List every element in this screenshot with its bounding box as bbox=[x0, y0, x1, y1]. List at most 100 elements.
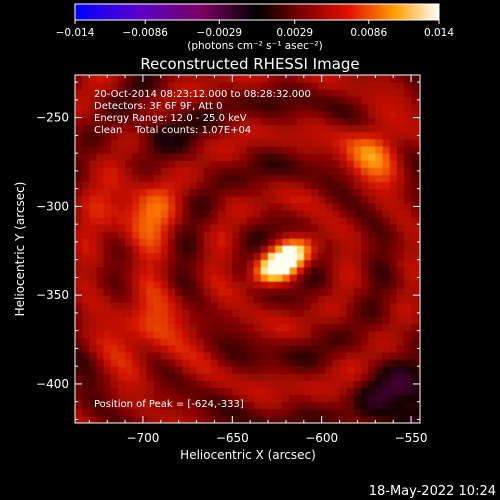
heatmap-cell bbox=[361, 181, 369, 190]
heatmap-cell bbox=[382, 366, 391, 374]
heatmap-cell bbox=[153, 103, 162, 112]
heatmap-cell bbox=[82, 266, 90, 275]
heatmap-cell bbox=[353, 280, 362, 289]
heatmap-cell bbox=[232, 124, 240, 133]
heatmap-cell bbox=[110, 181, 119, 190]
heatmap-cell bbox=[110, 316, 119, 325]
heatmap-cell bbox=[218, 146, 226, 154]
heatmap-cell bbox=[275, 146, 283, 154]
heatmap-cell bbox=[389, 89, 398, 97]
heatmap-cell bbox=[325, 359, 333, 367]
heatmap-cell bbox=[260, 160, 269, 168]
heatmap-cell bbox=[210, 337, 219, 346]
heatmap-cell bbox=[232, 266, 240, 275]
heatmap-cell bbox=[411, 209, 419, 218]
heatmap-cell bbox=[117, 131, 126, 140]
heatmap-cell bbox=[310, 110, 319, 119]
heatmap-cell bbox=[218, 167, 226, 175]
heatmap-cell bbox=[318, 359, 326, 367]
heatmap-cell bbox=[103, 110, 112, 119]
heatmap-cell bbox=[339, 231, 348, 239]
heatmap-cell bbox=[182, 181, 190, 190]
heatmap-cell bbox=[332, 344, 341, 353]
heatmap-cell bbox=[75, 167, 83, 175]
heatmap-cell bbox=[153, 224, 162, 232]
heatmap-cell bbox=[96, 288, 105, 296]
heatmap-cell bbox=[110, 89, 119, 97]
heatmap-cell bbox=[125, 89, 133, 97]
heatmap-cell bbox=[96, 131, 105, 140]
heatmap-cell bbox=[232, 330, 240, 339]
heatmap-cell bbox=[175, 259, 183, 268]
heatmap-cell bbox=[375, 146, 383, 154]
heatmap-cell bbox=[339, 96, 348, 104]
heatmap-cell bbox=[260, 359, 269, 367]
heatmap-cell bbox=[246, 75, 255, 83]
x-axis-label: Heliocentric X (arcsec) bbox=[180, 448, 316, 462]
heatmap-cell bbox=[282, 309, 291, 317]
heatmap-cell bbox=[96, 380, 105, 388]
heatmap-cell bbox=[125, 146, 133, 154]
heatmap-cell bbox=[239, 344, 248, 353]
heatmap-cell bbox=[411, 337, 419, 346]
heatmap-cell bbox=[282, 387, 291, 396]
heatmap-cell bbox=[382, 160, 391, 168]
heatmap-cell bbox=[96, 153, 105, 161]
heatmap-cell bbox=[175, 202, 183, 211]
heatmap-cell bbox=[368, 351, 376, 360]
heatmap-cell bbox=[110, 394, 119, 403]
heatmap-cell bbox=[361, 209, 369, 218]
heatmap-cell bbox=[361, 117, 369, 126]
heatmap-cell bbox=[310, 231, 319, 239]
heatmap-cell bbox=[182, 89, 190, 97]
heatmap-cell bbox=[203, 103, 212, 112]
heatmap-cell bbox=[389, 110, 398, 119]
heatmap-cell bbox=[332, 167, 341, 175]
heatmap-cell bbox=[296, 359, 305, 367]
heatmap-cell bbox=[353, 202, 362, 211]
heatmap-cell bbox=[289, 238, 298, 246]
heatmap-cell bbox=[139, 153, 147, 161]
heatmap-cell bbox=[346, 153, 355, 161]
heatmap-cell bbox=[275, 401, 283, 410]
heatmap-cell bbox=[303, 259, 312, 268]
heatmap-cell bbox=[318, 167, 326, 175]
heatmap-cell bbox=[368, 401, 376, 410]
heatmap-cell bbox=[160, 373, 169, 381]
heatmap-cell bbox=[218, 188, 226, 197]
heatmap-cell bbox=[375, 415, 383, 423]
heatmap-cell bbox=[117, 309, 126, 317]
heatmap-cell bbox=[175, 373, 183, 381]
heatmap-cell bbox=[303, 181, 312, 190]
heatmap-cell bbox=[368, 259, 376, 268]
heatmap-cell bbox=[117, 96, 126, 104]
heatmap-cell bbox=[232, 273, 240, 282]
heatmap-cell bbox=[282, 167, 291, 175]
heatmap-cell bbox=[139, 82, 147, 90]
chart-title: Reconstructed RHESSI Image bbox=[140, 55, 359, 73]
heatmap-cell bbox=[382, 408, 391, 417]
heatmap-cell bbox=[225, 217, 233, 225]
heatmap-cell bbox=[132, 415, 140, 423]
heatmap-cell bbox=[346, 238, 355, 246]
heatmap-cell bbox=[268, 273, 276, 282]
heatmap-cell bbox=[353, 373, 362, 381]
heatmap-cell bbox=[239, 415, 248, 423]
heatmap-cell bbox=[411, 401, 419, 410]
heatmap-cell bbox=[175, 160, 183, 168]
heatmap-cell bbox=[268, 103, 276, 112]
heatmap-cell bbox=[139, 103, 147, 112]
heatmap-cell bbox=[411, 146, 419, 154]
heatmap-cell bbox=[332, 82, 341, 90]
heatmap-cell bbox=[303, 188, 312, 197]
heatmap-cell bbox=[196, 302, 205, 310]
heatmap-cell bbox=[310, 373, 319, 381]
heatmap-cell bbox=[325, 181, 333, 190]
heatmap-cell bbox=[146, 238, 155, 246]
heatmap-cell bbox=[125, 359, 133, 367]
heatmap-cell bbox=[303, 309, 312, 317]
heatmap-cell bbox=[382, 82, 391, 90]
heatmap-cell bbox=[253, 351, 262, 360]
heatmap-cell bbox=[117, 280, 126, 289]
heatmap-cell bbox=[253, 359, 262, 367]
